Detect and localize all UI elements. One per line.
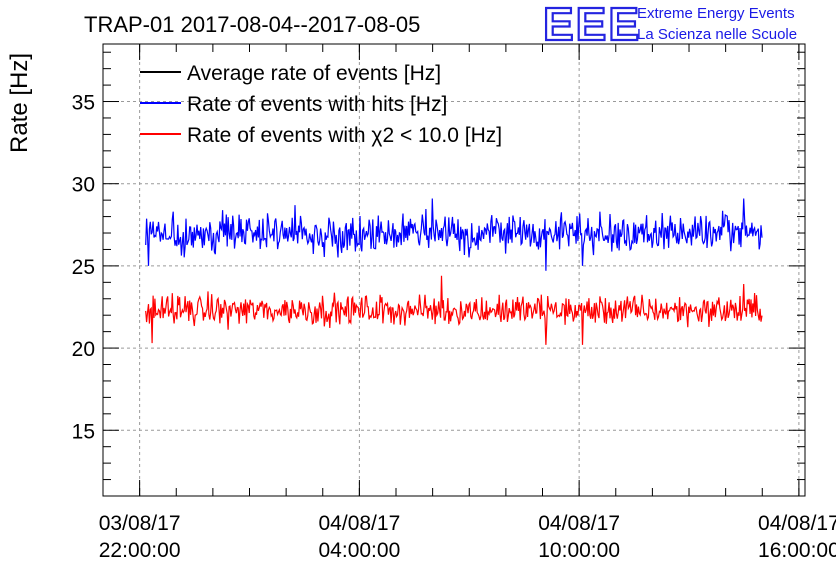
logo-line-1: Extreme Energy Events [637,5,795,22]
logo-line-2: La Scienza nelle Scuole [637,26,797,43]
plot-frame [102,43,806,497]
x-tick-time: 16:00:00 [758,539,836,562]
legend-label-average: Average rate of events [Hz] [187,62,441,85]
x-tick-date: 04/08/17 [538,512,620,535]
x-tick-time: 04:00:00 [319,539,401,562]
eee-logo-mark: EEE [543,0,641,50]
y-tick-label: 35 [72,92,95,115]
grid-lines [103,44,805,496]
x-tick-time: 10:00:00 [538,539,620,562]
x-tick-time: 22:00:00 [99,539,181,562]
legend-label-chi2: Rate of events with χ2 < 10.0 [Hz] [187,124,502,147]
y-tick-label: 15 [72,420,95,443]
y-tick-label: 25 [72,256,95,279]
series-chi2-line [145,275,763,345]
x-tick-date: 03/08/17 [99,512,181,535]
legend: Average rate of events [Hz] Rate of even… [140,62,502,147]
y-tick-label: 30 [72,174,95,197]
series-layer [145,198,763,345]
x-tick-date: 04/08/17 [319,512,401,535]
series-hits-line [145,198,763,271]
axes: 15 20 25 30 35 03/08/17 22:00:00 04/08/17 04:00:… [72,44,836,562]
x-tick-date: 04/08/17 [758,512,836,535]
eee-logo: EEE Extreme Energy Events La Scienza nel… [542,0,797,51]
legend-label-hits: Rate of events with hits [Hz] [187,93,447,116]
y-tick-label: 20 [72,338,95,361]
chart-title: TRAP-01 2017-08-04--2017-08-05 [84,12,420,37]
y-axis-label: Rate [Hz] [6,53,33,153]
